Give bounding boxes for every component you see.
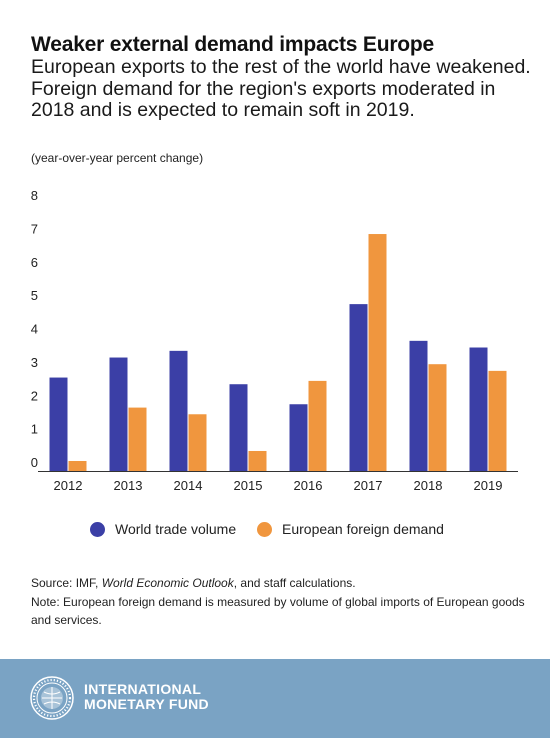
x-tick-label: 2018 bbox=[414, 478, 443, 493]
bar-world-trade-2014 bbox=[169, 350, 188, 471]
bar-world-trade-2012 bbox=[49, 377, 68, 471]
y-tick-label: 3 bbox=[31, 355, 38, 370]
bar-european-demand-2015 bbox=[248, 450, 267, 471]
legend-label-european-demand: European foreign demand bbox=[282, 521, 444, 537]
bar-european-demand-2018 bbox=[428, 364, 447, 471]
chart-title: Weaker external demand impacts Europe bbox=[31, 33, 435, 56]
x-tick-label: 2012 bbox=[54, 478, 83, 493]
bar-european-demand-2017 bbox=[368, 234, 387, 471]
bar-world-trade-2015 bbox=[229, 384, 248, 471]
y-tick-label: 5 bbox=[31, 288, 38, 303]
bar-european-demand-2014 bbox=[188, 414, 207, 471]
y-tick-label: 0 bbox=[31, 455, 38, 470]
bar-european-demand-2019 bbox=[488, 370, 507, 471]
y-tick-label: 2 bbox=[31, 388, 38, 403]
y-tick-label: 8 bbox=[31, 188, 38, 203]
bar-world-trade-2017 bbox=[349, 304, 368, 471]
source-suffix: , and staff calculations. bbox=[233, 576, 356, 590]
legend-swatch-european-demand bbox=[257, 522, 272, 537]
unit-label: (year-over-year percent change) bbox=[31, 151, 204, 165]
bar-world-trade-2019 bbox=[469, 347, 488, 471]
imf-seal-icon bbox=[30, 676, 74, 720]
source-publication: World Economic Outlook bbox=[101, 576, 234, 590]
legend-swatch-world-trade bbox=[90, 522, 105, 537]
footer-banner: INTERNATIONAL MONETARY FUND bbox=[0, 659, 550, 738]
x-tick-label: 2017 bbox=[354, 478, 383, 493]
bar-european-demand-2016 bbox=[308, 380, 327, 471]
x-tick-label: 2015 bbox=[234, 478, 263, 493]
x-tick-label: 2016 bbox=[294, 478, 323, 493]
bar-european-demand-2013 bbox=[128, 407, 147, 471]
org-name-line-2: MONETARY FUND bbox=[84, 696, 209, 712]
source-prefix: Source: IMF, bbox=[31, 576, 102, 590]
bar-world-trade-2013 bbox=[109, 357, 128, 471]
notes: Source: IMF, World Economic Outlook, and… bbox=[31, 574, 526, 630]
org-name-line-1: INTERNATIONAL bbox=[84, 681, 202, 697]
x-tick-label: 2014 bbox=[174, 478, 203, 493]
y-tick-label: 4 bbox=[31, 322, 38, 337]
chart-subtitle: European exports to the rest of the worl… bbox=[31, 56, 531, 121]
y-tick-label: 6 bbox=[31, 255, 38, 270]
x-tick-label: 2019 bbox=[474, 478, 503, 493]
bar-european-demand-2012 bbox=[68, 460, 87, 471]
legend-label-world-trade: World trade volume bbox=[115, 521, 237, 537]
bar-world-trade-2016 bbox=[289, 404, 308, 471]
note-line: Note: European foreign demand is measure… bbox=[31, 594, 525, 628]
bar-chart: 0 1 2 3 4 5 6 7 8 2012 2013 2014 2015 2016 2017 2018 201… bbox=[31, 188, 518, 493]
bar-world-trade-2018 bbox=[409, 340, 428, 471]
x-tick-label: 2013 bbox=[114, 478, 143, 493]
org-name: INTERNATIONAL MONETARY FUND bbox=[84, 682, 209, 712]
y-tick-label: 7 bbox=[31, 221, 38, 236]
source-line: Source: IMF, World Economic Outlook, and… bbox=[31, 574, 526, 593]
y-tick-label: 1 bbox=[31, 422, 38, 437]
